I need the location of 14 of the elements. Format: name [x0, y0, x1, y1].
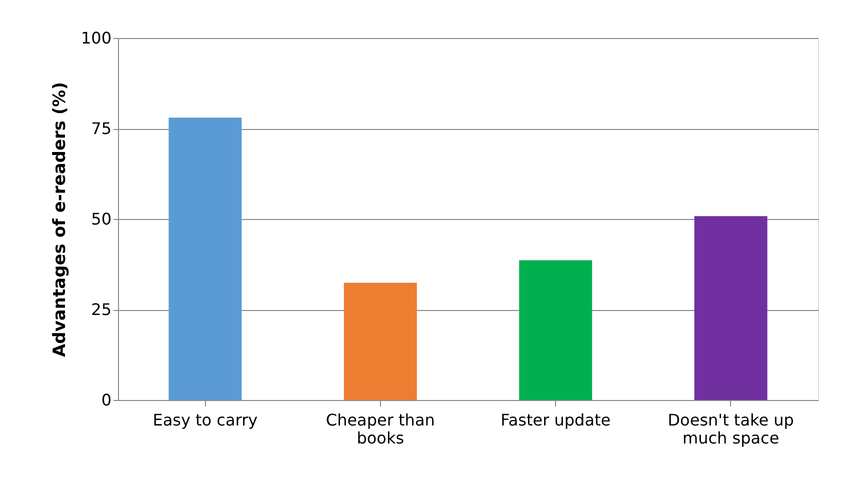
y-axis-title: Advantages of e-readers (%): [50, 82, 70, 357]
x-tick-label: Doesn't take up much space: [668, 410, 794, 448]
x-tick-label: Faster update: [500, 410, 611, 430]
bar: [519, 260, 592, 400]
bar: [168, 118, 242, 400]
x-tick-label: Cheaper than books: [326, 410, 435, 448]
y-tick-label: 0: [101, 390, 112, 410]
y-tick-label: 100: [80, 28, 112, 48]
bar: [694, 216, 768, 400]
x-tick-label: Easy to carry: [152, 410, 258, 430]
bar: [344, 282, 417, 400]
y-tick-label: 75: [91, 119, 112, 138]
y-tick-label: 25: [91, 300, 112, 319]
y-tick-label: 50: [91, 210, 112, 228]
